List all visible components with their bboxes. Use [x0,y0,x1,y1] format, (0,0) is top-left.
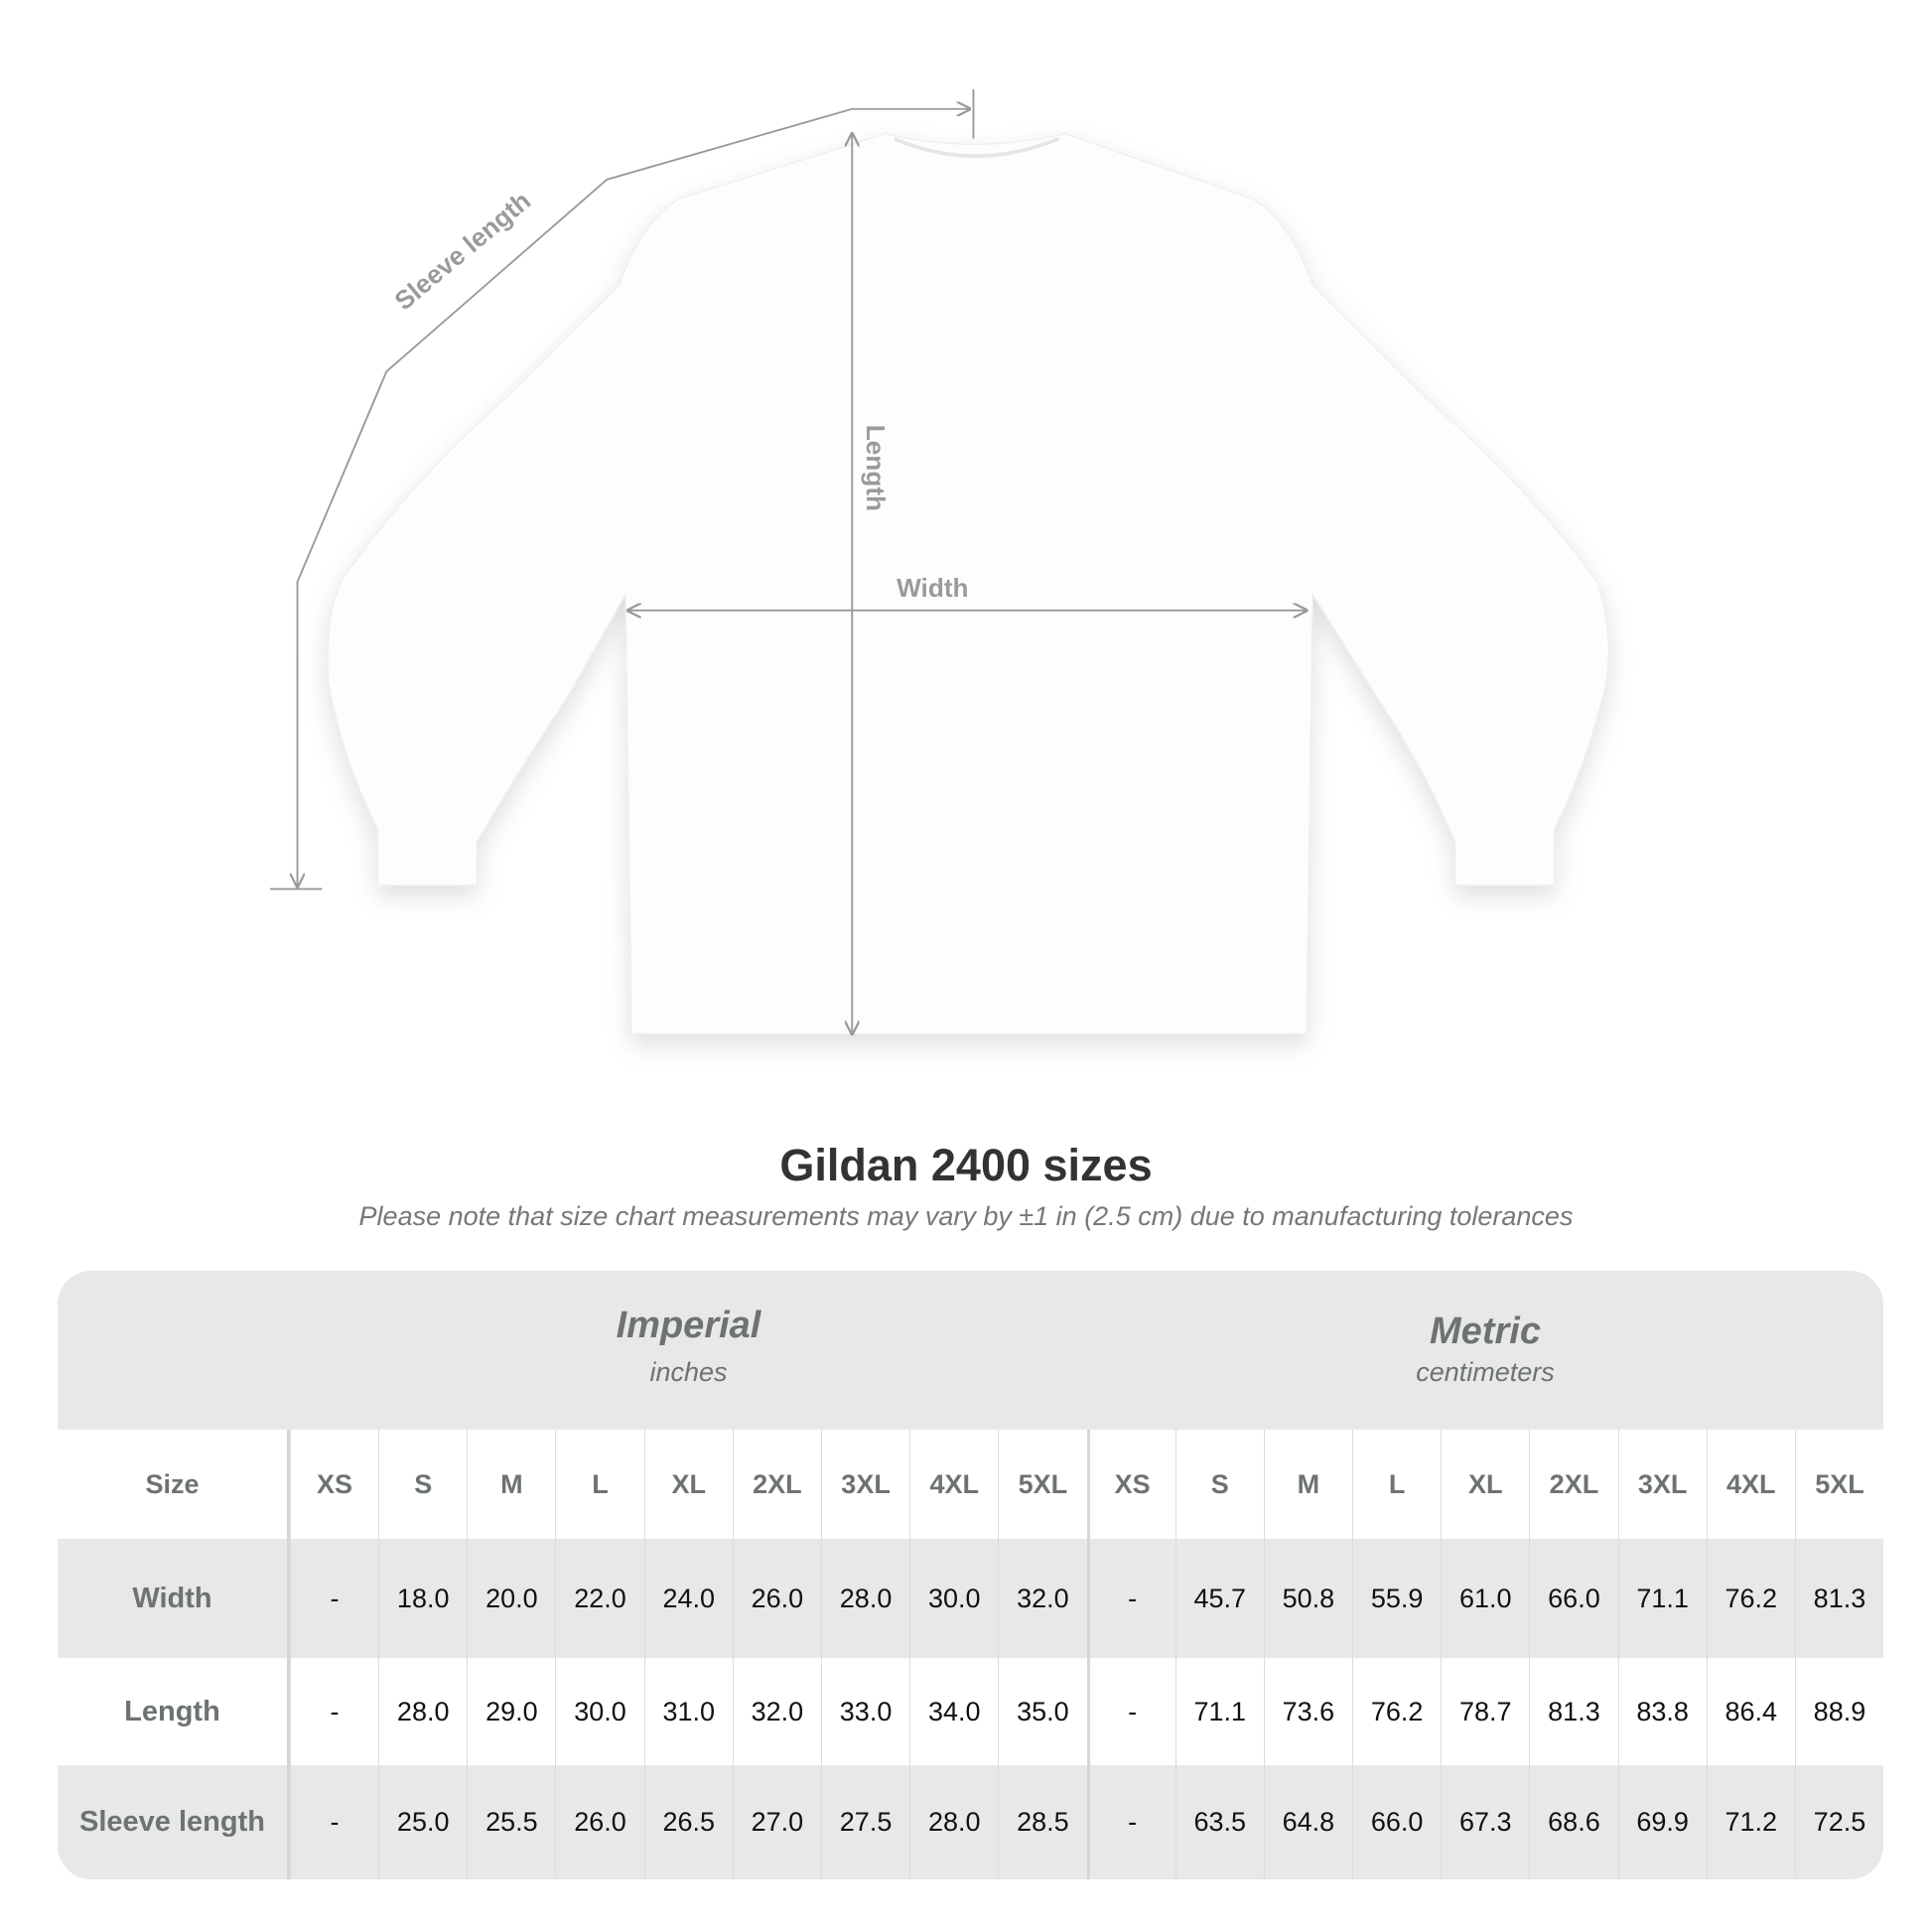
metric-value-cell: 78.7 [1441,1658,1529,1765]
metric-value-cell: 66.0 [1529,1539,1617,1658]
imperial-value-cell: 28.5 [998,1765,1086,1879]
metric-value-cell: 68.6 [1529,1765,1617,1879]
metric-size-header: 5XL [1794,1430,1883,1539]
length-label: Length [861,425,891,511]
metric-size-header: 4XL [1706,1430,1795,1539]
imperial-value-cell: 27.0 [732,1765,821,1879]
tolerance-note: Please note that size chart measurements… [358,1201,1574,1231]
imperial-value-cell: 34.0 [909,1658,998,1765]
measurement-lines [270,88,1307,1035]
imperial-title: Imperial [616,1305,761,1346]
size-header-row: Size XS S M L XL 2XL 3XL 4XL 5XL XS S M L XL 2XL 3XL 4XL 5… [58,1430,1883,1539]
metric-value-cell: 71.1 [1174,1658,1264,1765]
imperial-value-cell: - [289,1765,378,1879]
imperial-size-header: L [555,1430,643,1539]
imperial-value-cell: 33.0 [820,1658,909,1765]
metric-size-header: L [1352,1430,1441,1539]
metric-value-cell: 66.0 [1352,1765,1441,1879]
metric-value-cell: 50.8 [1263,1539,1352,1658]
imperial-unit: inches [649,1357,728,1387]
metric-value-cell: 71.1 [1617,1539,1707,1658]
size-label: Size [58,1430,290,1539]
metric-value-cell: 81.3 [1794,1539,1883,1658]
metric-value-cell: 55.9 [1352,1539,1441,1658]
metric-value-cell: 81.3 [1529,1658,1617,1765]
imperial-value-cell: - [289,1658,378,1765]
imperial-size-header: XL [643,1430,733,1539]
imperial-value-cell: 28.0 [378,1658,467,1765]
metric-size-header: 2XL [1529,1430,1617,1539]
imperial-size-header: 3XL [820,1430,909,1539]
imperial-value-cell: 28.0 [909,1765,998,1879]
row-label: Length [58,1658,290,1765]
width-label: Width [897,573,968,603]
imperial-value-cell: - [289,1539,378,1658]
imperial-value-cell: 32.0 [732,1658,821,1765]
shirt-diagram: Sleeve length Length Width [270,88,1609,1092]
metric-value-cell: 61.0 [1441,1539,1529,1658]
metric-size-header: XL [1441,1430,1529,1539]
metric-value-cell: 73.6 [1263,1658,1352,1765]
row-label: Sleeve length [58,1765,290,1879]
metric-value-cell: 83.8 [1617,1658,1707,1765]
imperial-value-cell: 29.0 [467,1658,555,1765]
imperial-value-cell: 35.0 [998,1658,1086,1765]
imperial-value-cell: 30.0 [909,1539,998,1658]
metric-header: Metric centimeters [1087,1271,1883,1430]
imperial-size-header: 5XL [998,1430,1086,1539]
metric-value-cell: 76.2 [1352,1658,1441,1765]
imperial-value-cell: 18.0 [378,1539,467,1658]
imperial-value-cell: 26.5 [643,1765,733,1879]
imperial-header: Imperial inches [290,1271,1087,1430]
imperial-value-cell: 27.5 [820,1765,909,1879]
table-row-length: Length -28.0 29.0 30.0 31.0 32.0 33.0 34.0 35.0-… [58,1658,1883,1765]
metric-unit: centimeters [1416,1357,1555,1387]
metric-value-cell: - [1086,1658,1175,1765]
imperial-value-cell: 31.0 [643,1658,733,1765]
size-table: Imperial inches Metric centimeters Size X… [58,1271,1883,1879]
metric-value-cell: 72.5 [1794,1765,1883,1879]
metric-size-header: S [1174,1430,1264,1539]
imperial-value-cell: 28.0 [820,1539,909,1658]
metric-value-cell: 63.5 [1174,1765,1264,1879]
imperial-size-header: 2XL [732,1430,821,1539]
metric-size-header: 3XL [1617,1430,1707,1539]
metric-value-cell: 64.8 [1263,1765,1352,1879]
metric-value-cell: 71.2 [1706,1765,1795,1879]
imperial-size-header: S [378,1430,467,1539]
metric-value-cell: - [1086,1539,1175,1658]
metric-size-header: XS [1086,1430,1175,1539]
imperial-value-cell: 25.5 [467,1765,555,1879]
row-label: Width [58,1539,290,1658]
metric-value-cell: - [1086,1765,1175,1879]
metric-value-cell: 76.2 [1706,1539,1795,1658]
imperial-size-header: XS [289,1430,378,1539]
metric-value-cell: 88.9 [1794,1658,1883,1765]
imperial-value-cell: 26.0 [732,1539,821,1658]
imperial-size-header: 4XL [909,1430,998,1539]
table-row-width: Width -18.0 20.0 22.0 24.0 26.0 28.0 30.0 32.0-4… [58,1539,1883,1658]
imperial-value-cell: 30.0 [555,1658,643,1765]
sleeve-length-label: Sleeve length [389,186,537,317]
metric-value-cell: 69.9 [1617,1765,1707,1879]
imperial-value-cell: 25.0 [378,1765,467,1879]
imperial-value-cell: 24.0 [643,1539,733,1658]
metric-size-header: M [1263,1430,1352,1539]
imperial-size-header: M [467,1430,555,1539]
metric-title: Metric [1430,1311,1541,1352]
metric-value-cell: 86.4 [1706,1658,1795,1765]
imperial-value-cell: 32.0 [998,1539,1086,1658]
table-row-sleeve-length: Sleeve length -25.0 25.5 26.0 26.5 27.0 27.5 28… [58,1765,1883,1879]
imperial-value-cell: 22.0 [555,1539,643,1658]
metric-value-cell: 45.7 [1174,1539,1264,1658]
metric-value-cell: 67.3 [1441,1765,1529,1879]
imperial-value-cell: 26.0 [555,1765,643,1879]
sleeve-length-line [298,109,970,887]
imperial-value-cell: 20.0 [467,1539,555,1658]
page-title: Gildan 2400 sizes [779,1140,1153,1190]
